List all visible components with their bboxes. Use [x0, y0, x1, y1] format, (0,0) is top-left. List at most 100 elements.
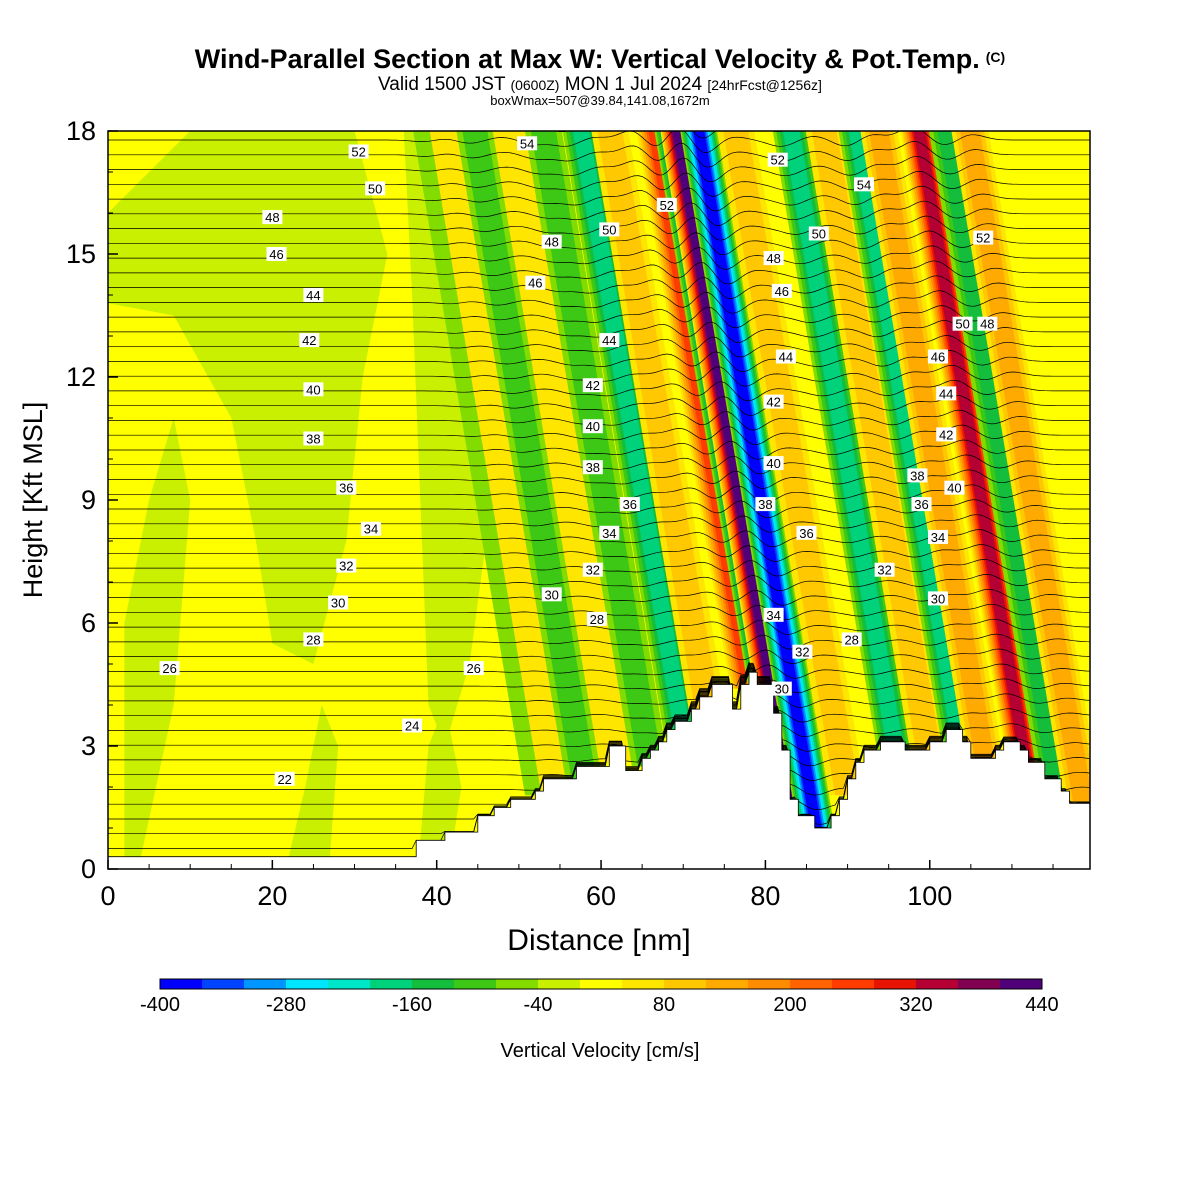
contour-label: 40: [303, 382, 324, 397]
w-zone: [124, 418, 191, 857]
y-tick-label: 0: [81, 854, 96, 884]
isentrope-line: [108, 97, 1090, 124]
y-axis-label: Height [Kft MSL]: [18, 402, 48, 599]
isentrope-line: [108, 185, 1090, 212]
contour-label: 28: [586, 611, 607, 627]
svg-text:42: 42: [939, 427, 953, 442]
w-band: [530, 131, 663, 767]
colorbar-swatch: [916, 979, 959, 989]
isentrope-line: [108, 661, 1090, 679]
svg-text:26: 26: [466, 661, 480, 676]
contour-label: 44: [303, 288, 324, 303]
contour-label: 42: [582, 378, 603, 393]
contour-label: 46: [928, 349, 948, 365]
isentrope-line: [108, 439, 1090, 460]
colorbar-tick-label: -280: [266, 994, 306, 1016]
svg-text:40: 40: [947, 481, 961, 496]
isentrope-line: [108, 215, 1090, 241]
svg-text:38: 38: [306, 432, 320, 447]
colorbar-swatch: [370, 979, 413, 989]
contour-label: 34: [599, 525, 620, 541]
isentrope-line: [108, 544, 1090, 562]
colorbar-swatch: [244, 979, 287, 989]
w-band: [723, 131, 861, 796]
w-band: [960, 131, 1090, 820]
svg-text:40: 40: [766, 456, 780, 471]
x-tick-label: 100: [907, 881, 952, 911]
contour-label: 40: [582, 419, 603, 434]
svg-text:54: 54: [520, 136, 534, 151]
colorbar-swatch: [412, 979, 455, 989]
svg-text:28: 28: [844, 632, 858, 647]
isentrope-line: [108, 667, 1090, 781]
colorbar-swatch: [874, 979, 917, 989]
contour-label: 52: [973, 230, 994, 246]
isentrope-line: [108, 648, 1090, 664]
svg-text:36: 36: [914, 497, 928, 512]
colorbar-swatch: [790, 979, 833, 989]
colorbar-swatch: [1000, 979, 1043, 989]
isentrope-line: [108, 290, 1090, 314]
box-wmax-info: boxWmax=507@39.84,141.08,1672m: [490, 93, 710, 108]
svg-text:48: 48: [980, 317, 994, 332]
svg-text:50: 50: [955, 317, 969, 332]
isentrope-line: [108, 305, 1090, 329]
colorbar-tick-label: -40: [524, 994, 553, 1016]
w-zone: [108, 131, 388, 664]
isentrope-line: [108, 666, 1090, 767]
isentrope-line: [108, 665, 1090, 738]
svg-text:44: 44: [602, 333, 616, 348]
svg-text:30: 30: [931, 591, 945, 606]
contour-label: 52: [767, 152, 788, 168]
svg-text:40: 40: [306, 382, 320, 397]
svg-text:50: 50: [812, 227, 826, 242]
colorbar-swatch: [160, 979, 203, 989]
x-tick-label: 40: [422, 881, 452, 911]
svg-text:48: 48: [265, 210, 279, 225]
contour-label: 32: [874, 562, 895, 578]
w-band: [869, 131, 998, 775]
colorbar-swatch: [496, 979, 539, 989]
svg-text:34: 34: [766, 608, 780, 623]
y-tick-label: 15: [66, 239, 96, 269]
contour-label: 28: [303, 632, 324, 647]
vertical-velocity-field: [108, 131, 1090, 857]
svg-text:52: 52: [770, 153, 784, 168]
x-tick-label: 0: [100, 881, 115, 911]
svg-text:42: 42: [766, 395, 780, 410]
colorbar-swatch: [958, 979, 1001, 989]
w-zone: [420, 705, 462, 841]
x-axis-label: Distance [nm]: [507, 924, 690, 957]
svg-text:32: 32: [795, 645, 809, 660]
w-band: [572, 131, 692, 738]
isentrope-line: [108, 350, 1090, 372]
svg-text:52: 52: [976, 231, 990, 246]
colorbar-tick-label: 440: [1025, 994, 1058, 1016]
contour-label: 34: [928, 529, 948, 545]
w-band: [913, 131, 1035, 779]
svg-text:52: 52: [351, 145, 365, 160]
isentrope-line: [108, 379, 1090, 402]
svg-text:32: 32: [339, 559, 353, 574]
svg-text:24: 24: [405, 719, 419, 734]
svg-text:36: 36: [339, 481, 353, 496]
contour-label: 38: [582, 460, 603, 475]
svg-text:38: 38: [586, 460, 600, 475]
contour-label: 54: [517, 136, 538, 151]
colorbar-swatch: [328, 979, 371, 989]
svg-text:42: 42: [586, 378, 600, 393]
y-tick-label: 9: [81, 485, 96, 515]
colorbar-swatch: [622, 979, 665, 989]
isentrope-line: [108, 484, 1090, 504]
contour-label: 44: [599, 333, 620, 348]
isentrope-line: [108, 618, 1090, 635]
contour-label: 34: [361, 521, 381, 537]
contour-label: 30: [771, 681, 792, 697]
contour-label: 42: [763, 394, 784, 410]
isentrope-line: [108, 424, 1090, 445]
colorbar-swatch: [580, 979, 623, 989]
isentrope-line: [108, 668, 1090, 796]
w-band: [597, 131, 721, 714]
colorbar: -400 -280 -160 -40 80 200 320 440: [140, 978, 1059, 1016]
chart-title: Wind-Parallel Section at Max W: Vertical…: [194, 44, 1006, 74]
